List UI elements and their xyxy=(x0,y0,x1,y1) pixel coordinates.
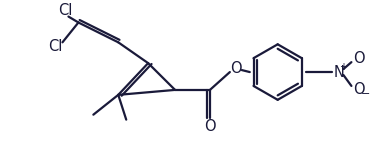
Text: O: O xyxy=(353,51,365,66)
Text: −: − xyxy=(361,89,370,99)
Text: O: O xyxy=(230,61,242,76)
Text: N: N xyxy=(334,65,345,80)
Text: +: + xyxy=(339,62,347,72)
Text: O: O xyxy=(204,119,216,134)
Text: O: O xyxy=(353,82,365,97)
Text: Cl: Cl xyxy=(59,3,73,18)
Text: Cl: Cl xyxy=(49,39,63,54)
